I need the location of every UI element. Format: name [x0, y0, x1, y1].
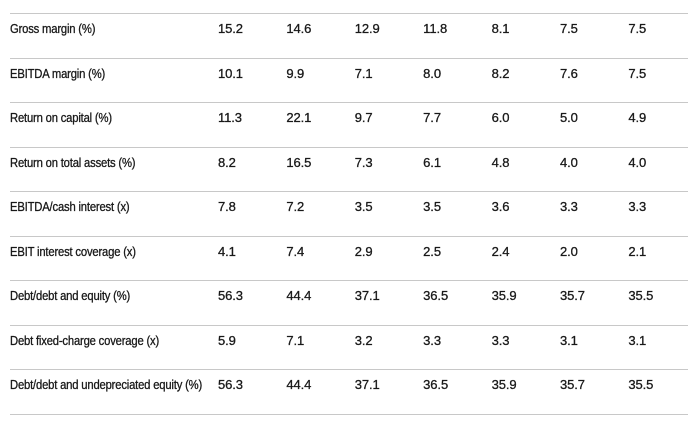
cell-value: 37.1	[354, 377, 380, 392]
cell-value: 2.5	[423, 243, 441, 259]
cell-value: 56.3	[218, 377, 243, 392]
row-label: Gross margin (%)	[10, 22, 96, 36]
cell-value: 7.1	[286, 332, 305, 348]
cell-value: 8.1	[491, 21, 510, 36]
cell-value: 4.0	[559, 154, 578, 170]
table-row: Return on total assets (%) 8.2 16.5 7.3 …	[10, 146, 688, 192]
cell-value: 36.5	[423, 377, 449, 392]
row-label: EBITDA/cash interest (x)	[10, 200, 130, 214]
cell-value: 4.1	[218, 243, 236, 259]
cell-value: 7.1	[354, 65, 373, 81]
table-row: Debt/debt and undepreciated equity (%) 5…	[10, 369, 688, 414]
cell-value: 14.6	[286, 21, 312, 36]
cell-value: 2.0	[559, 243, 578, 259]
cell-value: 6.0	[491, 110, 510, 125]
row-label: Return on capital (%)	[10, 111, 112, 125]
cell-value: 3.6	[491, 199, 510, 214]
cell-value: 9.7	[354, 110, 373, 125]
cell-value: 7.2	[286, 199, 305, 214]
cell-value: 3.2	[354, 332, 373, 348]
cell-value: 8.2	[218, 154, 236, 170]
cell-value: 16.5	[286, 154, 312, 170]
cell-value: 3.1	[628, 332, 647, 348]
cell-value: 6.1	[423, 154, 441, 170]
cell-value: 3.3	[559, 199, 578, 214]
cell-value: 2.9	[354, 243, 373, 259]
cell-value: 11.3	[218, 110, 242, 125]
cell-value: 7.5	[628, 65, 647, 81]
table-row: EBITDA margin (%) 10.1 9.9 7.1 8.0 8.2 7…	[10, 57, 688, 103]
cell-value: 22.1	[286, 110, 312, 125]
row-label: Debt fixed-charge coverage (x)	[10, 333, 160, 348]
cell-value: 4.8	[491, 154, 510, 170]
cell-value: 7.6	[559, 65, 578, 81]
cell-value: 7.8	[218, 199, 236, 214]
cell-value: 3.1	[559, 332, 578, 348]
cell-value: 44.4	[286, 288, 312, 303]
cell-value: 35.9	[491, 377, 517, 392]
cell-value: 7.3	[354, 154, 373, 170]
cell-value: 4.0	[628, 154, 647, 170]
cell-value: 7.5	[559, 21, 578, 36]
row-label: Debt/debt and undepreciated equity (%)	[10, 378, 203, 392]
table-row: EBITDA/cash interest (x) 7.8 7.2 3.5 3.5…	[10, 191, 688, 236]
cell-value: 3.3	[491, 332, 510, 348]
row-label: EBIT interest coverage (x)	[10, 244, 136, 259]
cell-value: 3.5	[354, 199, 373, 214]
cell-value: 35.9	[491, 288, 517, 303]
cell-value: 35.5	[628, 288, 654, 303]
cell-value: 10.1	[218, 65, 243, 81]
cell-value: 35.7	[559, 377, 585, 392]
cell-value: 12.9	[354, 21, 380, 36]
cell-value: 3.3	[628, 199, 647, 214]
cell-value: 35.7	[559, 288, 585, 303]
cell-value: 5.0	[559, 110, 578, 125]
cell-value: 3.3	[423, 332, 441, 348]
cell-value: 4.9	[628, 110, 647, 125]
cell-value: 3.5	[423, 199, 441, 214]
cell-value: 5.9	[218, 332, 236, 348]
cell-value: 8.2	[491, 65, 510, 81]
cell-value: 2.1	[628, 243, 647, 259]
cell-value: 7.5	[628, 21, 647, 36]
table-row: Gross margin (%) 15.2 14.6 12.9 11.8 8.1…	[10, 13, 688, 58]
cell-value: 56.3	[218, 288, 243, 303]
cell-value: 2.4	[491, 243, 510, 259]
cell-value: 37.1	[354, 288, 380, 303]
cell-value: 8.0	[423, 65, 441, 81]
cell-value: 35.5	[628, 377, 654, 392]
cell-value: 11.8	[423, 21, 448, 36]
table-row: Debt/debt and equity (%) 56.3 44.4 37.1 …	[10, 280, 688, 325]
table-row: EBIT interest coverage (x) 4.1 7.4 2.9 2…	[10, 235, 688, 281]
cell-value: 15.2	[218, 21, 243, 36]
cell-value: 36.5	[423, 288, 449, 303]
cell-value: 44.4	[286, 377, 312, 392]
table-row: Return on capital (%) 11.3 22.1 9.7 7.7 …	[10, 102, 688, 147]
row-label: Return on total assets (%)	[10, 155, 136, 170]
cell-value: 9.9	[286, 65, 305, 81]
row-label: EBITDA margin (%)	[10, 66, 106, 81]
table-row: Debt fixed-charge coverage (x) 5.9 7.1 3…	[10, 324, 688, 370]
cell-value: 7.4	[286, 243, 305, 259]
row-label: Debt/debt and equity (%)	[10, 289, 131, 303]
financial-metrics-table: Gross margin (%) 15.2 14.6 12.9 11.8 8.1…	[10, 13, 688, 415]
cell-value: 7.7	[423, 110, 441, 125]
